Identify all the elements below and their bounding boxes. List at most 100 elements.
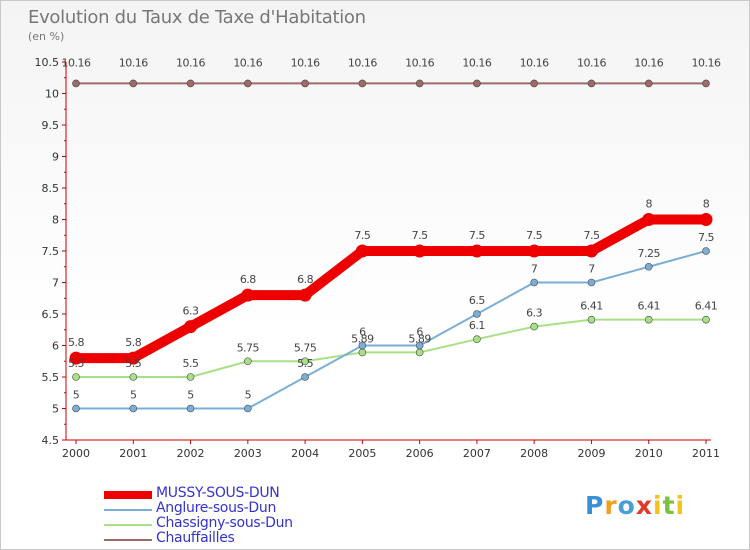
data-label: 5.5 [297,357,313,370]
data-point [186,404,195,413]
y-tick-label: 9 [52,151,59,164]
data-point [301,373,309,381]
logo-letter: t [662,491,676,520]
data-label: 6 [359,326,366,339]
data-point [298,288,312,302]
y-tick-label: 7.5 [42,245,60,258]
data-label: 5.5 [125,357,141,370]
series-line-2 [75,318,707,378]
data-label: 7.5 [412,229,428,242]
legend-label: Chassigny-sous-Dun [156,515,293,531]
series-line-1 [75,250,707,410]
x-tick-label: 2002 [177,447,205,460]
y-tick-label: 8 [52,214,59,227]
data-label: 7.5 [526,229,542,242]
data-point [244,79,252,88]
legend-label: Anglure-sous-Dun [156,500,277,516]
data-point [584,244,598,258]
data-label: 8 [645,198,652,211]
data-label: 5.8 [125,336,141,349]
data-label: 5.75 [294,341,317,354]
legend-swatch [104,539,152,541]
x-tick-label: 2004 [291,447,319,460]
data-point [587,79,596,88]
data-label: 5 [245,389,252,402]
data-label: 5.5 [183,357,199,370]
data-label: 5 [130,389,137,402]
x-tick-label: 2003 [234,447,262,460]
data-point [244,404,252,413]
data-point [358,348,367,357]
y-tick-label: 9.5 [42,119,60,132]
legend-swatch [104,524,152,526]
series-line-0 [71,214,711,364]
data-point [184,320,198,334]
data-label: 6 [416,326,423,339]
data-point [126,351,140,365]
x-tick-label: 2005 [348,447,376,460]
y-tick-label: 8.5 [42,182,60,195]
y-tick-label: 6 [52,340,59,353]
data-point [415,79,424,88]
data-point [473,335,481,344]
data-label: 6.8 [240,273,256,286]
data-label: 10.16 [348,56,377,69]
data-point [186,373,195,381]
data-label: 5.89 [408,332,431,345]
data-point [244,357,252,366]
data-label: 5.75 [237,341,260,354]
data-label: 7.25 [637,247,660,260]
data-label: 6.41 [637,300,660,313]
data-label: 7.5 [469,229,485,242]
data-point [186,79,195,88]
data-label: 10.16 [692,56,721,69]
logo-letter: r [604,491,618,520]
data-point [527,244,541,258]
data-point [129,373,138,381]
data-label: 7.5 [583,229,599,242]
y-tick-label: 10.5 [35,56,60,69]
data-point [699,213,713,226]
y-tick-label: 10 [45,88,59,101]
data-label: 10.16 [119,56,148,69]
data-label: 5.8 [68,336,84,349]
data-label: 6.41 [695,300,718,313]
logo-letter: i [675,491,686,520]
chart-subtitle: (en %) [28,30,65,43]
data-point [358,79,367,88]
data-point [473,79,481,88]
data-label: 6.3 [526,307,542,320]
data-label: 5.89 [351,332,374,345]
data-label: 5 [187,389,194,402]
data-label: 10.16 [176,56,205,69]
logo-letter: x [635,491,653,520]
data-label: 10.16 [577,56,606,69]
data-label: 10.16 [634,56,663,69]
legend-label: MUSSY-SOUS-DUN [156,485,280,501]
data-label: 6.5 [469,294,485,307]
data-point [72,373,80,381]
y-tick-label: 5.5 [42,371,60,384]
x-tick-label: 2009 [577,447,605,460]
data-label: 6.8 [297,273,313,286]
data-point [644,262,653,271]
data-label: 5.5 [68,357,84,370]
data-point [129,79,138,88]
x-tick-label: 2011 [692,447,720,460]
data-point [470,244,484,258]
data-point [129,404,138,413]
data-point [301,79,309,88]
data-point [644,315,653,324]
data-point [473,310,481,318]
data-point [301,357,309,366]
data-point [644,79,653,88]
legend-label: Chauffailles [156,530,235,546]
data-label: 7 [531,263,538,276]
x-tick-label: 2010 [635,447,663,460]
data-point [415,341,424,350]
data-point [702,315,710,324]
data-point [358,341,367,350]
y-tick-label: 7 [52,277,59,290]
x-tick-label: 2007 [463,447,491,460]
